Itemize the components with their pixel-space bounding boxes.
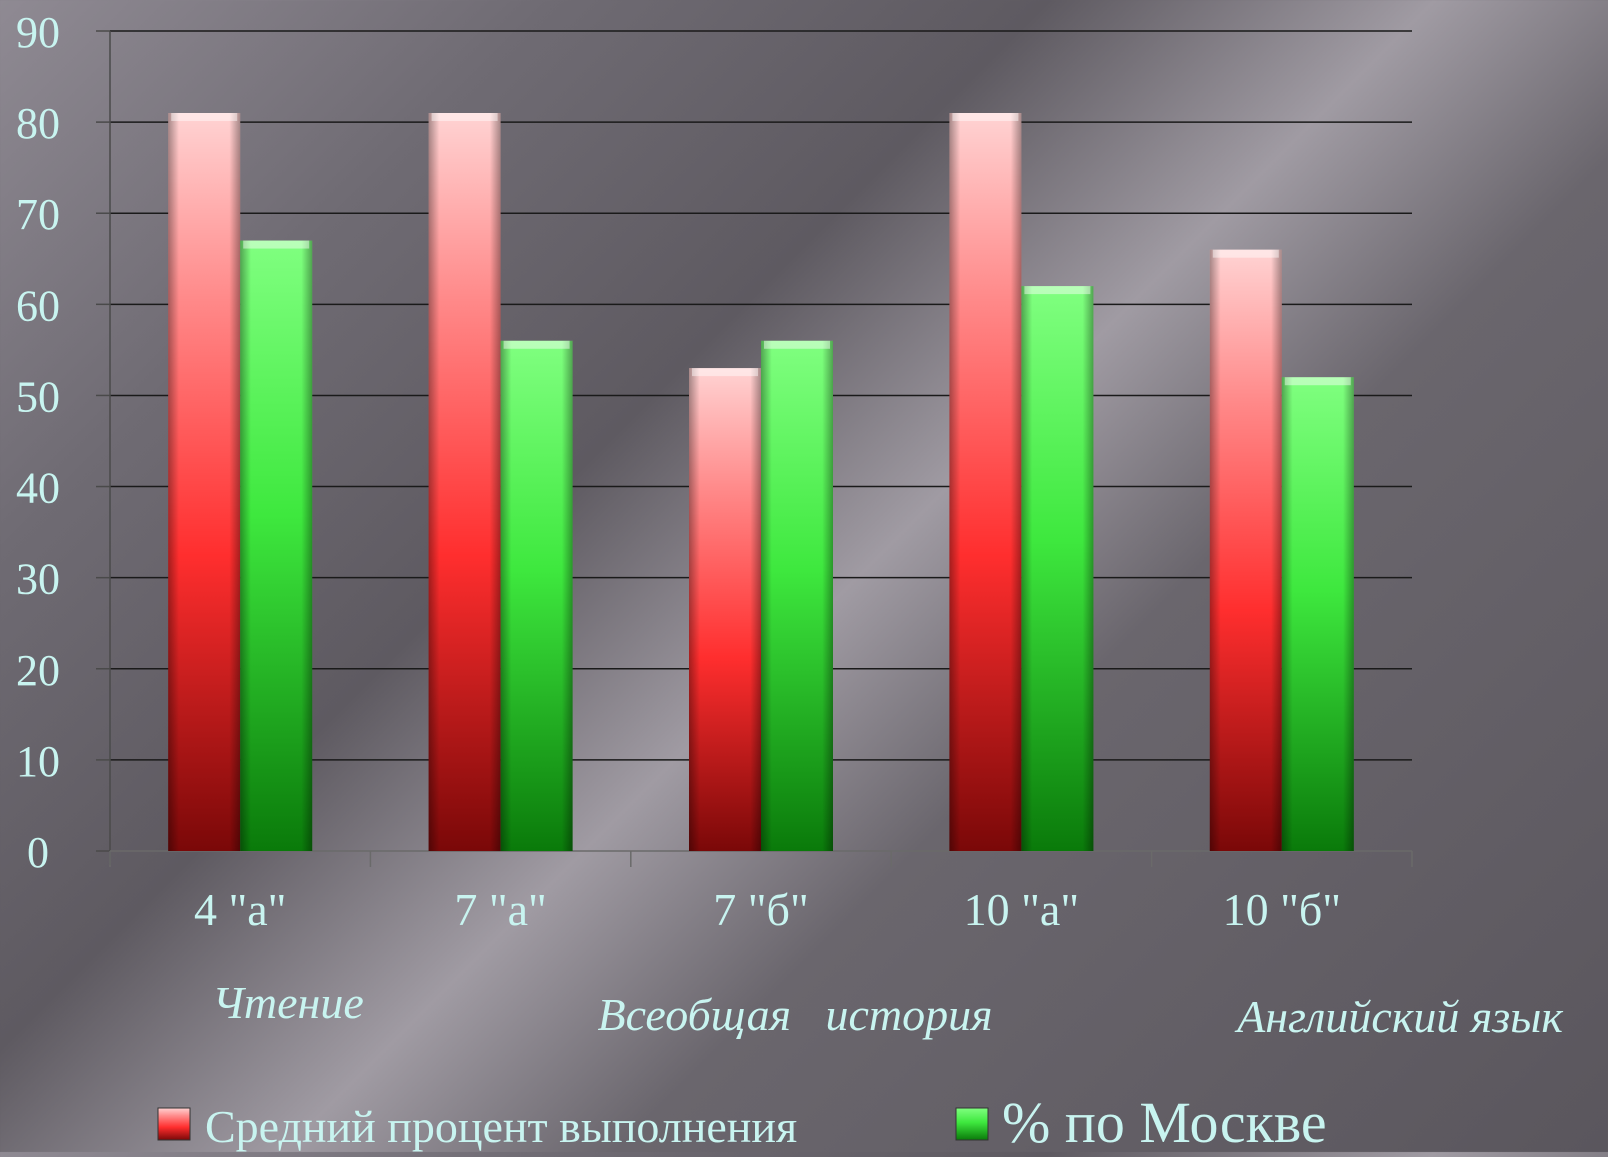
y-tick-label: 70 — [16, 190, 60, 239]
bar-shading — [1021, 286, 1094, 852]
bar-shading — [1281, 377, 1354, 851]
bar-moscow-0 — [240, 240, 313, 852]
bar-cap — [1024, 286, 1091, 295]
y-tick-label: 20 — [16, 646, 60, 695]
y-tick-label: 50 — [16, 372, 60, 421]
legend-label: Средний процент выполнения — [205, 1101, 797, 1152]
bar-shading — [949, 113, 1022, 851]
y-tick-label: 90 — [16, 8, 60, 57]
bar-moscow-2 — [761, 340, 833, 851]
y-tick-label: 0 — [27, 828, 49, 877]
legend-item-average: Средний процент выполнения — [157, 1101, 797, 1152]
bar-average-4 — [1209, 249, 1282, 851]
bar-shading — [428, 113, 501, 851]
bar-cap — [1284, 377, 1351, 386]
bar-cap — [171, 113, 238, 121]
bar-shading — [761, 340, 833, 851]
bar-cap — [1212, 249, 1279, 258]
subject-labels: Чтение Всеобщая история Английский язык — [212, 977, 1563, 1042]
subject-label: Английский язык — [1234, 991, 1563, 1042]
bar-cap — [764, 340, 830, 349]
legend-swatch — [955, 1107, 989, 1141]
y-axis-tick-labels: 0 10 20 30 40 50 60 70 80 90 — [16, 8, 60, 877]
x-tick-label: 7 "б" — [713, 884, 808, 935]
y-tick-label: 40 — [16, 464, 60, 513]
y-tick-label: 60 — [16, 281, 60, 330]
y-tick-label: 30 — [16, 555, 60, 604]
bar-shading — [500, 340, 573, 851]
bar-shading — [168, 113, 241, 851]
bar-cap — [503, 340, 570, 349]
y-tick-label: 80 — [16, 99, 60, 148]
x-tick-label: 10 "б" — [1223, 884, 1341, 935]
bars — [168, 113, 1354, 852]
bar-cap — [431, 113, 498, 121]
legend-swatch — [157, 1107, 191, 1141]
y-tick-label: 10 — [16, 737, 60, 786]
x-axis-tick-labels: 4 "а" 7 "а" 7 "б" 10 "а" 10 "б" — [194, 884, 1341, 935]
subject-label: Чтение — [212, 977, 364, 1028]
x-tick-label: 7 "а" — [454, 884, 546, 935]
bar-cap — [952, 113, 1019, 121]
legend-label: % по Москве — [1002, 1090, 1327, 1152]
x-tick-label: 10 "а" — [964, 884, 1079, 935]
bar-shading — [240, 240, 313, 852]
bar-shading — [689, 368, 761, 851]
bar-moscow-1 — [500, 340, 573, 851]
bar-average-1 — [428, 113, 501, 851]
legend: Средний процент выполнения % по Москве — [157, 1090, 1327, 1155]
bar-shading — [1209, 249, 1282, 851]
bar-average-3 — [949, 113, 1022, 851]
subject-label: Всеобщая история — [597, 989, 992, 1040]
bar-cap — [243, 240, 310, 249]
x-tick-label: 4 "а" — [194, 884, 286, 935]
bar-average-0 — [168, 113, 241, 851]
legend-item-moscow: % по Москве — [955, 1090, 1327, 1155]
bar-moscow-3 — [1021, 286, 1094, 852]
bar-cap — [692, 368, 758, 377]
bar-moscow-4 — [1281, 377, 1354, 851]
bar-average-2 — [689, 368, 761, 851]
